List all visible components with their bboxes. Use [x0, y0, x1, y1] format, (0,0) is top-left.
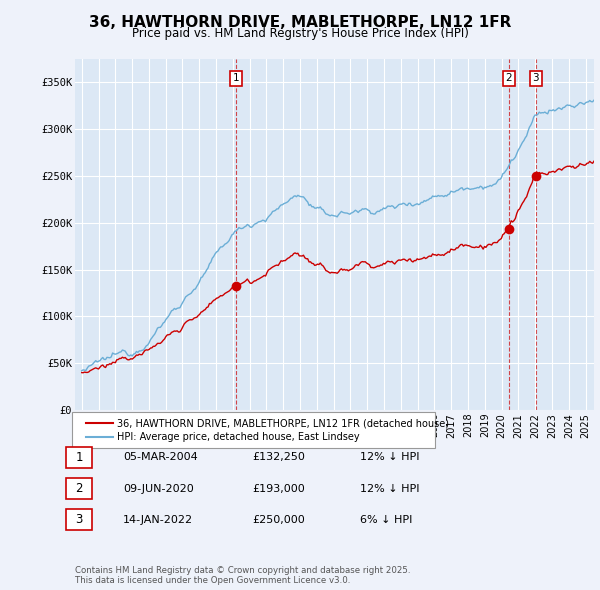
Text: 05-MAR-2004: 05-MAR-2004 — [123, 453, 198, 462]
Text: 2: 2 — [76, 482, 83, 495]
Text: HPI: Average price, detached house, East Lindsey: HPI: Average price, detached house, East… — [117, 432, 359, 442]
Text: 09-JUN-2020: 09-JUN-2020 — [123, 484, 194, 493]
Text: £132,250: £132,250 — [252, 453, 305, 462]
Text: 3: 3 — [533, 73, 539, 83]
Text: 6% ↓ HPI: 6% ↓ HPI — [360, 515, 412, 525]
Text: Contains HM Land Registry data © Crown copyright and database right 2025.
This d: Contains HM Land Registry data © Crown c… — [75, 566, 410, 585]
Text: 3: 3 — [76, 513, 83, 526]
Text: 14-JAN-2022: 14-JAN-2022 — [123, 515, 193, 525]
Text: 36, HAWTHORN DRIVE, MABLETHORPE, LN12 1FR: 36, HAWTHORN DRIVE, MABLETHORPE, LN12 1F… — [89, 15, 511, 30]
Text: 12% ↓ HPI: 12% ↓ HPI — [360, 484, 419, 493]
Text: £193,000: £193,000 — [252, 484, 305, 493]
Text: 36, HAWTHORN DRIVE, MABLETHORPE, LN12 1FR (detached house): 36, HAWTHORN DRIVE, MABLETHORPE, LN12 1F… — [117, 418, 449, 428]
Text: 1: 1 — [233, 73, 239, 83]
Text: 1: 1 — [76, 451, 83, 464]
Text: 12% ↓ HPI: 12% ↓ HPI — [360, 453, 419, 462]
Text: 2: 2 — [506, 73, 512, 83]
Text: £250,000: £250,000 — [252, 515, 305, 525]
Text: Price paid vs. HM Land Registry's House Price Index (HPI): Price paid vs. HM Land Registry's House … — [131, 27, 469, 40]
